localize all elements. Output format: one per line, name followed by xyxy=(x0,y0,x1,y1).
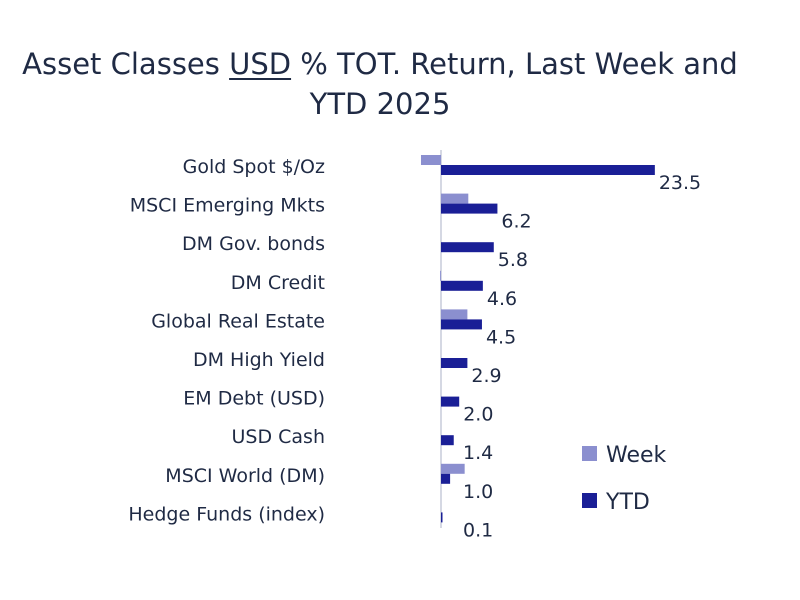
week-bar xyxy=(441,463,465,474)
data-label: 1.4 xyxy=(463,442,493,464)
legend-label-week: Week xyxy=(606,443,667,468)
week-bar xyxy=(441,309,468,320)
data-label: 2.9 xyxy=(471,365,501,387)
category-label: MSCI World (DM) xyxy=(165,465,325,487)
category-label: DM High Yield xyxy=(193,349,325,371)
ytd-bar xyxy=(441,319,482,330)
ytd-bar xyxy=(441,473,451,484)
chart-title-part-1: Asset Classes xyxy=(22,47,230,81)
category-label: MSCI Emerging Mkts xyxy=(130,195,325,217)
data-label: 2.0 xyxy=(463,404,493,426)
ytd-bar xyxy=(441,280,483,291)
data-label: 4.6 xyxy=(487,288,517,310)
ytd-bar xyxy=(441,512,443,523)
category-label: EM Debt (USD) xyxy=(183,388,325,410)
ytd-bar xyxy=(441,203,498,214)
chart-title-part-3: % TOT. Return, Last Week and xyxy=(291,47,738,81)
ytd-bar xyxy=(441,358,468,368)
data-label: 4.5 xyxy=(486,326,516,348)
ytd-bar xyxy=(441,435,454,446)
week-bar xyxy=(420,155,441,165)
ytd-bar xyxy=(441,396,460,407)
chart-title-line-2: YTD 2025 xyxy=(309,87,451,121)
category-label: DM Gov. bonds xyxy=(182,233,325,255)
category-label: DM Credit xyxy=(231,272,325,294)
ytd-bar xyxy=(441,165,655,175)
category-label: Global Real Estate xyxy=(151,310,325,332)
chart-title-part-2: USD xyxy=(229,47,292,81)
ytd-bar xyxy=(441,242,494,253)
data-label: 6.2 xyxy=(501,211,531,233)
category-label: Gold Spot $/Oz xyxy=(183,156,325,178)
legend-label-ytd: YTD xyxy=(605,490,650,515)
data-label: 23.5 xyxy=(659,172,701,194)
legend-swatch-ytd xyxy=(582,493,597,508)
chart-title: Asset Classes USD % TOT. Return, Last We… xyxy=(0,44,760,124)
data-label: 1.0 xyxy=(463,481,493,503)
week-bar xyxy=(440,270,441,281)
legend-swatch-week xyxy=(582,446,597,461)
category-label: USD Cash xyxy=(232,426,326,448)
data-label: 0.1 xyxy=(463,519,493,541)
week-bar xyxy=(441,193,469,204)
category-label: Hedge Funds (index) xyxy=(128,503,325,525)
data-label: 5.8 xyxy=(498,249,528,271)
